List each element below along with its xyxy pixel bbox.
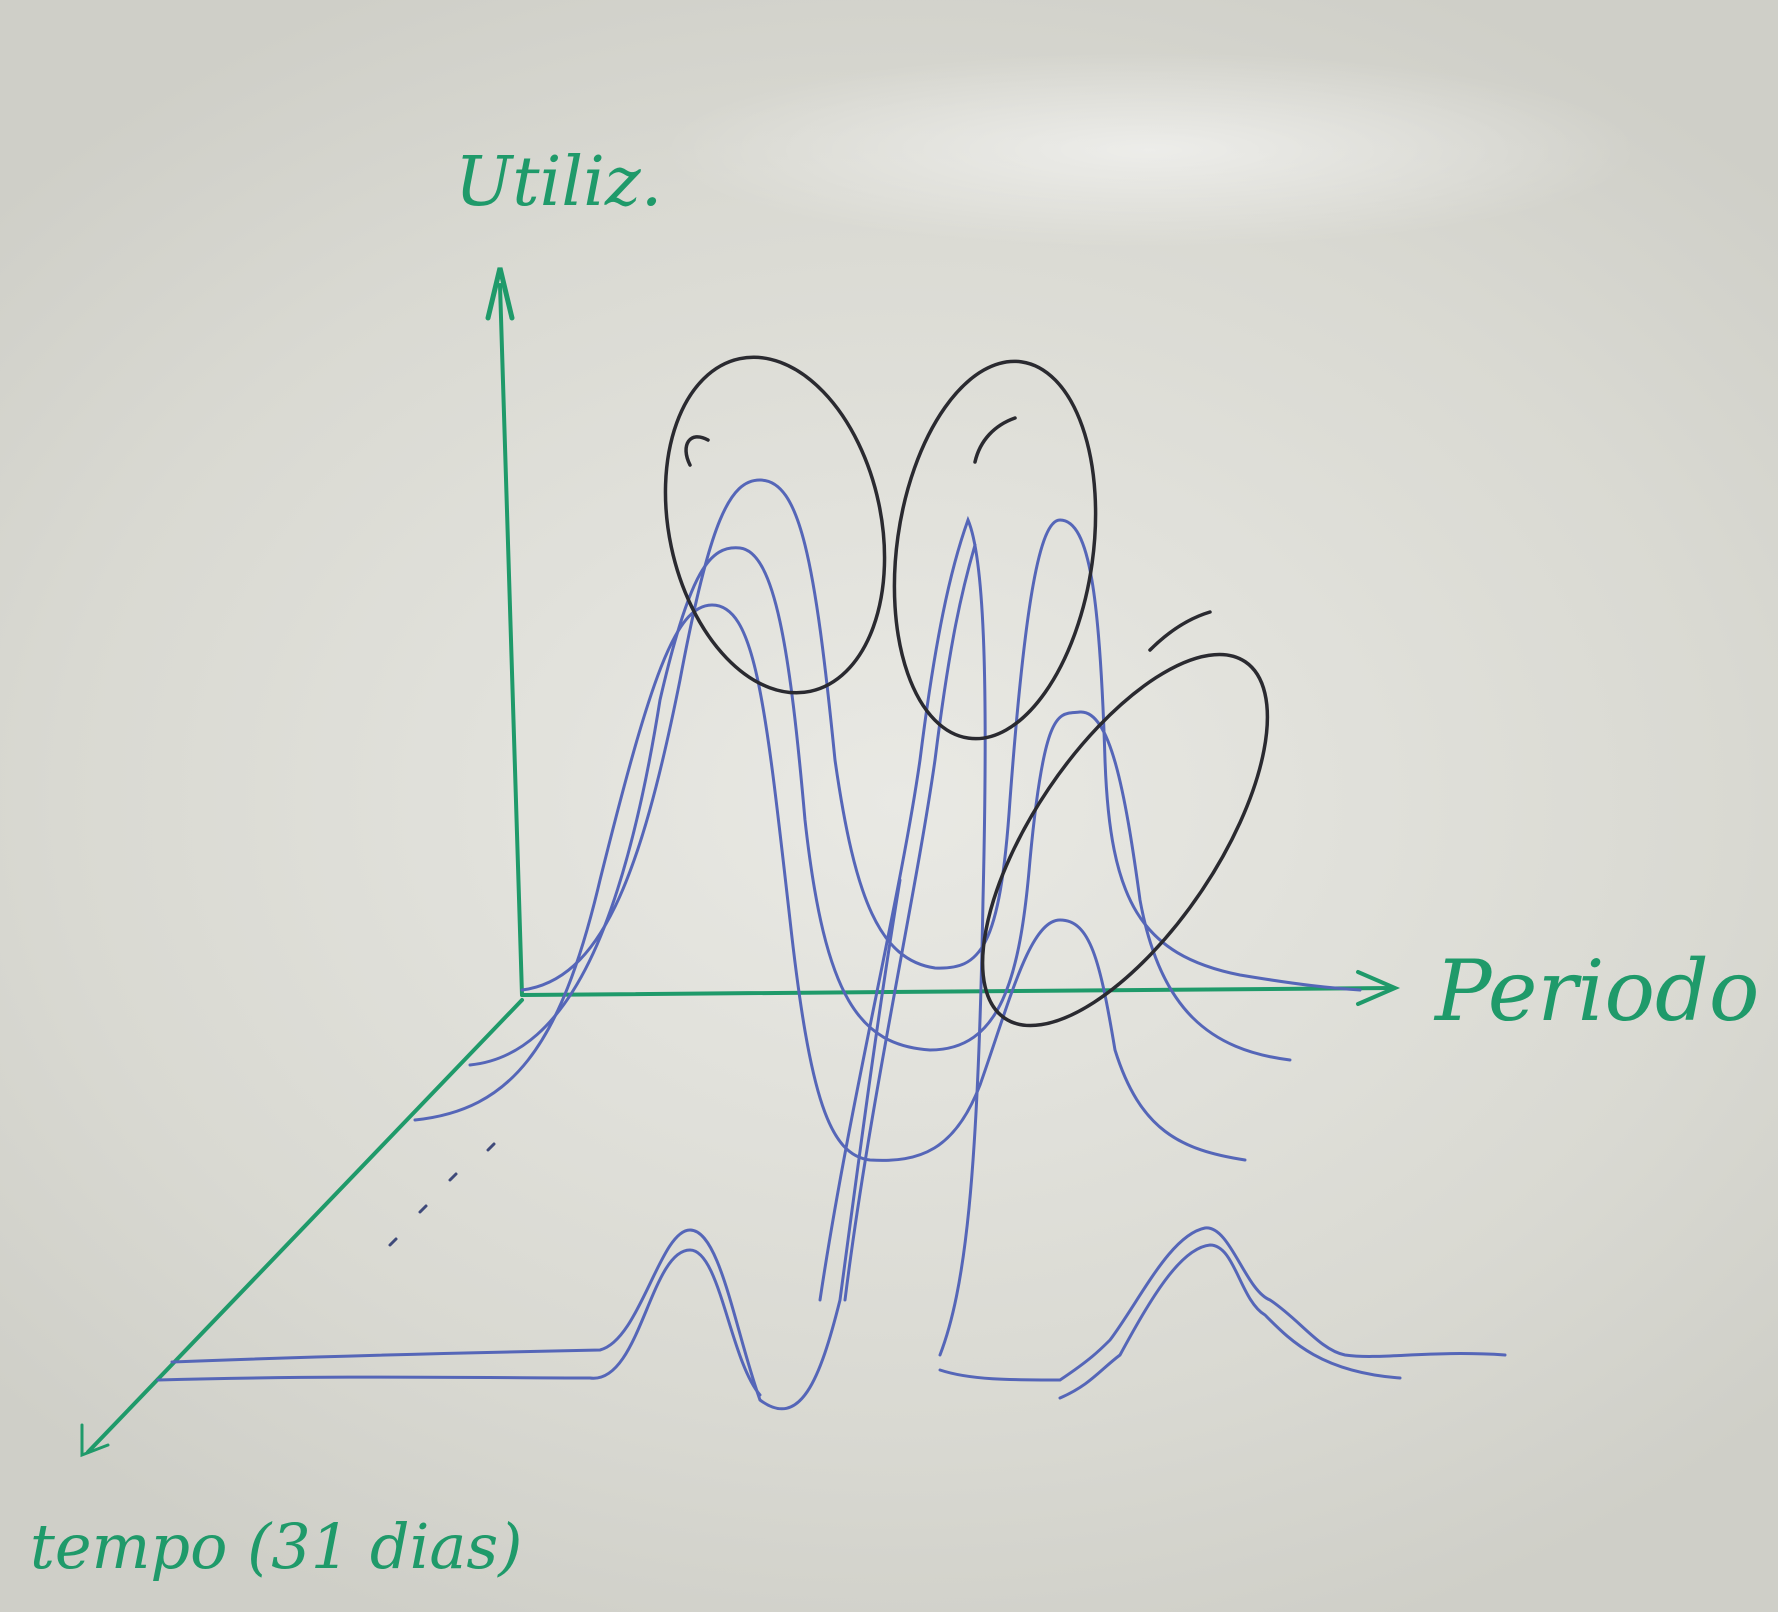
curve-day-2 — [468, 546, 1292, 1067]
x-axis-arrowhead — [1356, 970, 1401, 1006]
curve-day-31-right — [938, 1226, 1507, 1382]
peak-ellipse-1 — [663, 355, 887, 695]
y-axis-arrowhead — [485, 267, 515, 321]
distribution-curves — [156, 478, 1507, 1411]
peak-ellipse-2 — [892, 359, 1098, 741]
peak-ellipse-1-tail — [684, 435, 710, 467]
z-axis-arrowhead — [80, 1423, 110, 1458]
curve-day-1 — [520, 478, 1362, 992]
highlight-ellipses — [663, 355, 1270, 1028]
x-axis-label: Periodo — [1433, 942, 1759, 1040]
y-axis-line — [498, 283, 524, 997]
peak-ellipse-2-tail — [973, 416, 1017, 464]
peak-ellipse-3 — [980, 652, 1270, 1028]
curve-day-31 — [156, 1248, 762, 1397]
z-axis-line — [86, 998, 524, 1454]
z-axis-label: tempo (31 dias) — [30, 1510, 522, 1583]
y-axis-label: Utiliz. — [455, 143, 662, 222]
x-axis-line — [520, 986, 1394, 997]
curve-day-31-right-b — [1058, 1243, 1402, 1400]
curve-day-3 — [413, 603, 1247, 1162]
peak-ellipse-3-tail — [1148, 610, 1212, 652]
curve-day-30 — [170, 878, 902, 1411]
curve-day-4b — [843, 543, 977, 1302]
ellipsis-dots — [388, 1142, 496, 1247]
curve-day-4 — [818, 515, 987, 1357]
axes — [80, 267, 1401, 1458]
